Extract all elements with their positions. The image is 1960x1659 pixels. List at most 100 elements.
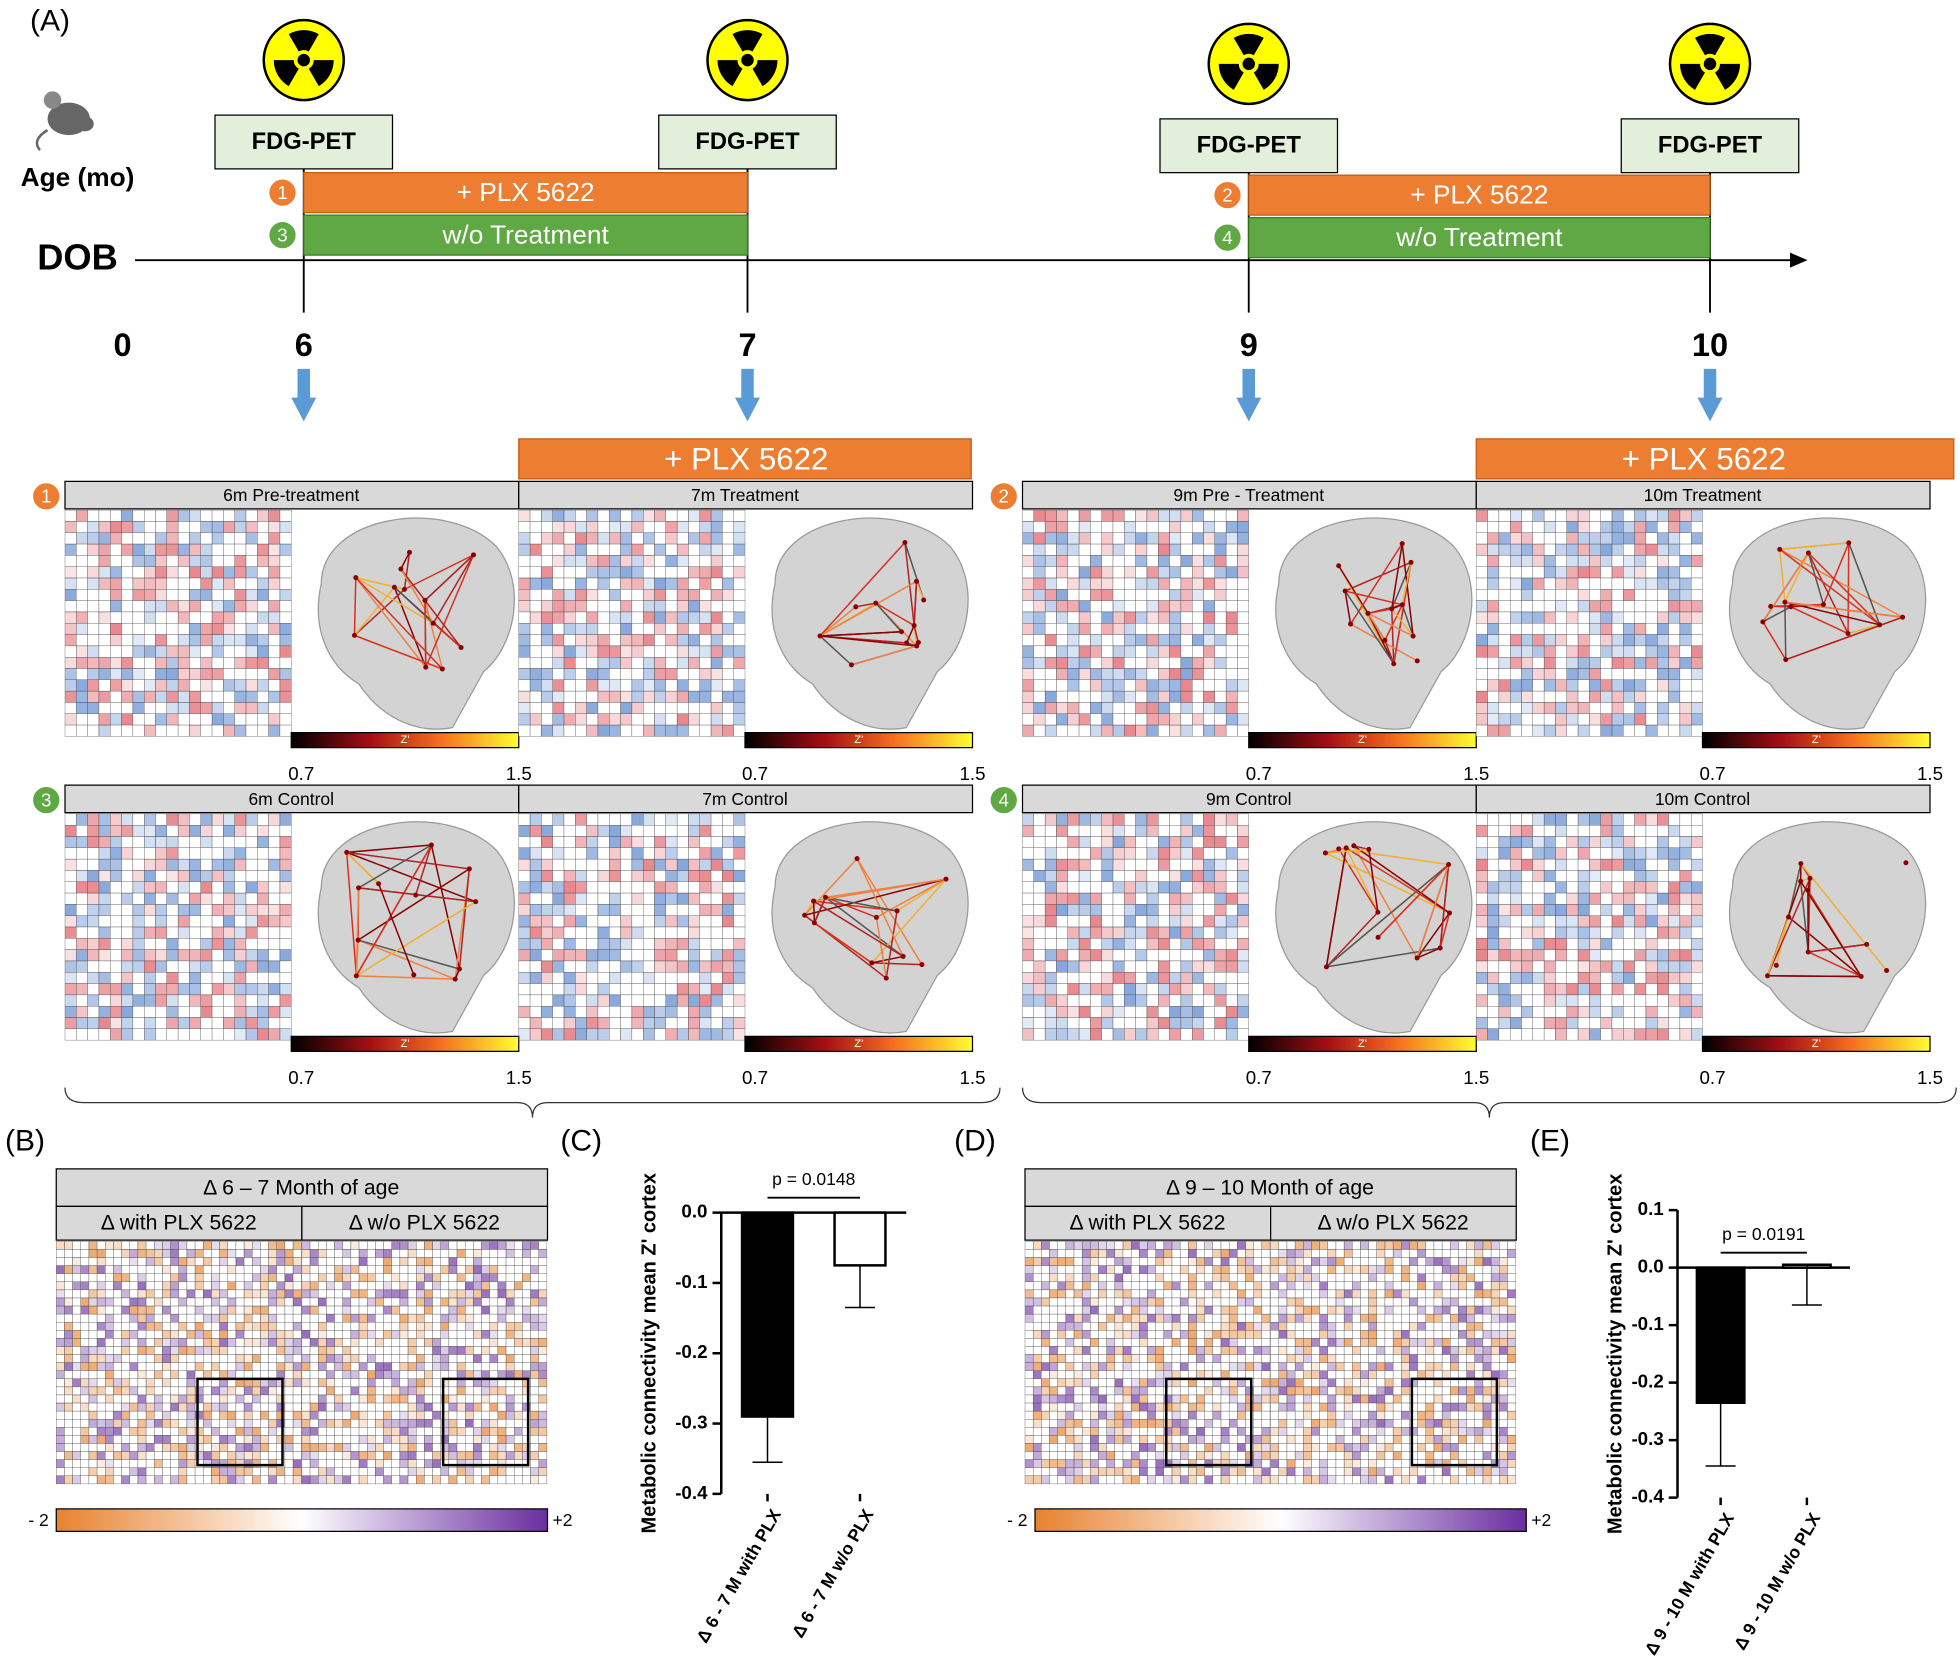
heatmap-cell <box>1135 960 1148 973</box>
heatmap-cell <box>1135 824 1148 837</box>
heatmap-cell <box>1668 949 1681 962</box>
heatmap-cell <box>722 915 734 928</box>
heatmap-cell <box>284 1265 294 1274</box>
heatmap-cell <box>129 1475 139 1485</box>
heatmap-cell <box>1067 713 1080 726</box>
heatmap-cell <box>642 972 655 984</box>
heatmap-cell <box>529 972 542 984</box>
heatmap-cell <box>1657 702 1669 714</box>
heatmap-cell <box>219 1249 228 1258</box>
heatmap-cell <box>1498 589 1511 601</box>
heatmap-cell <box>301 1338 311 1347</box>
heatmap-cell <box>541 926 553 939</box>
heatmap-cell <box>575 983 587 996</box>
heatmap-cell <box>1555 847 1567 860</box>
heatmap-cell <box>1203 509 1215 522</box>
heatmap-cell <box>1577 983 1590 996</box>
heatmap-cell <box>260 1346 269 1355</box>
heatmap-cell <box>1623 1017 1635 1030</box>
heatmap-cell <box>609 960 621 973</box>
heatmap-cell <box>1566 870 1579 882</box>
heatmap-cell <box>1510 904 1522 916</box>
heatmap-cell <box>518 566 531 579</box>
heatmap-cell <box>552 824 565 837</box>
heatmap-cell <box>129 1443 139 1452</box>
heatmap-cell <box>279 1005 292 1018</box>
heatmap-cell <box>710 1028 723 1041</box>
arrow-down <box>291 368 317 422</box>
heatmap-cell <box>155 623 168 635</box>
heatmap-cell <box>1611 623 1624 635</box>
heatmap-cell <box>665 1028 678 1041</box>
heatmap-cell <box>529 589 542 601</box>
heatmap-cell <box>1022 994 1035 1007</box>
heatmap-cell <box>432 1257 441 1266</box>
heatmap-cell <box>132 713 145 726</box>
brain-node <box>1399 541 1405 547</box>
heatmap-cell <box>1158 543 1170 556</box>
heatmap-cell <box>76 543 88 556</box>
heatmap-cell <box>1668 960 1681 973</box>
heatmap-cell <box>64 1394 73 1404</box>
heatmap-cell <box>166 904 179 916</box>
heatmap-cell <box>575 724 587 737</box>
heatmap-cell <box>1476 702 1488 714</box>
heatmap-cell <box>223 1017 235 1030</box>
heatmap-cell <box>88 1459 98 1468</box>
heatmap-cell <box>1090 1017 1102 1030</box>
heatmap-cell <box>129 1241 139 1250</box>
heatmap-cell <box>563 600 576 613</box>
heatmap-cell <box>1158 926 1170 939</box>
heatmap-cell <box>268 892 281 905</box>
heatmap-cell <box>399 1346 409 1355</box>
heatmap-cell <box>1645 679 1658 692</box>
heatmap-cell <box>268 1017 281 1030</box>
brain-node <box>811 920 817 926</box>
heatmap-cell <box>1690 623 1703 635</box>
heatmap-cell <box>432 1313 441 1323</box>
heatmap-cell <box>76 521 88 533</box>
heatmap-cell <box>145 1330 155 1339</box>
heatmap-cell <box>234 994 247 1007</box>
heatmap-cell <box>143 1028 156 1041</box>
heatmap-cell <box>203 1322 212 1331</box>
heatmap-cell <box>642 824 655 837</box>
heatmap-cell <box>1623 892 1635 905</box>
heatmap-cell <box>166 881 179 894</box>
heatmap-cell <box>699 724 712 737</box>
heatmap-cell <box>1044 724 1057 737</box>
heatmap-cell <box>575 521 587 533</box>
heatmap-cell <box>575 1028 587 1041</box>
heatmap-cell <box>200 543 213 556</box>
arrow-head <box>291 397 317 422</box>
heatmap-cell <box>642 690 655 703</box>
heatmap-cell <box>448 1249 458 1258</box>
heatmap-cell <box>257 555 269 567</box>
heatmap-cell <box>1146 960 1159 973</box>
brain-edge <box>355 887 360 976</box>
brain-node <box>1798 861 1804 867</box>
heatmap-cell <box>1577 724 1590 737</box>
heatmap-cell <box>575 824 587 837</box>
heatmap-cell <box>575 836 587 848</box>
heatmap-cell <box>98 960 111 973</box>
heatmap-cell <box>88 1249 98 1258</box>
heatmap-cell <box>284 1297 294 1307</box>
heatmap-cell <box>733 1005 746 1018</box>
heatmap-cell <box>1146 589 1159 601</box>
heatmap-cell <box>1214 881 1227 894</box>
heatmap-cell <box>292 1394 302 1404</box>
heatmap-cell <box>342 1330 352 1339</box>
heatmap-cell <box>177 892 190 905</box>
heatmap-cell <box>654 690 666 703</box>
heatmap-cell <box>211 713 224 726</box>
heatmap-cell <box>137 1297 147 1307</box>
heatmap-cell <box>1690 589 1703 601</box>
heatmap-cell <box>518 623 531 635</box>
brain-edge <box>1767 975 1862 978</box>
heatmap-cell <box>292 1435 302 1444</box>
heatmap-cell <box>121 858 134 871</box>
heatmap-cell <box>132 600 145 613</box>
heatmap-cell <box>1180 634 1193 647</box>
heatmap-cell <box>234 566 247 579</box>
